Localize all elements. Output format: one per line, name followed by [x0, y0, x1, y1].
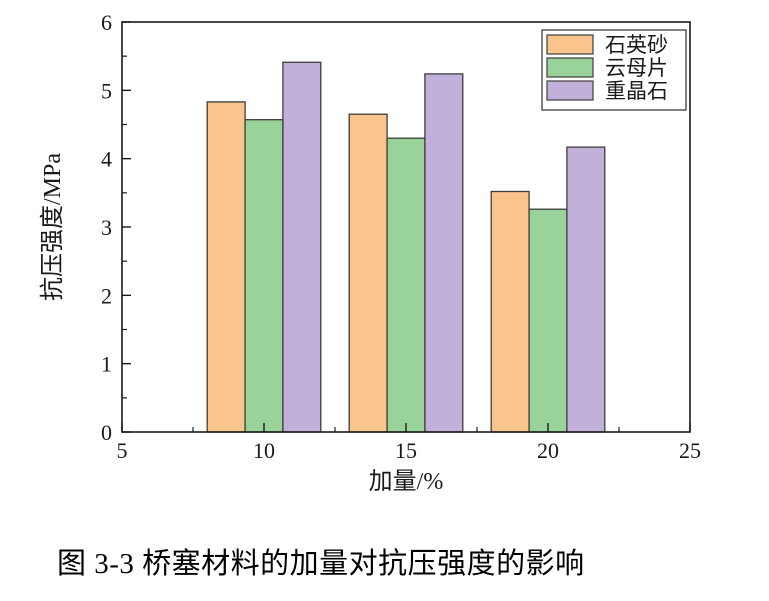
bar-云母片-15 [386, 137, 426, 433]
bar-云母片-20 [528, 208, 568, 433]
bar-石英砂-15 [348, 113, 388, 433]
bar-重晶石-15 [424, 73, 464, 433]
x-tick-label: 25 [679, 438, 701, 463]
bar-重晶石-20 [566, 146, 606, 433]
bar-石英砂-10 [206, 101, 246, 433]
legend-label-重晶石: 重晶石 [605, 79, 668, 103]
y-tick-label: 5 [101, 78, 112, 103]
legend-swatch-云母片 [546, 57, 594, 78]
y-tick-label: 2 [101, 283, 112, 308]
x-tick-label: 15 [395, 438, 417, 463]
legend-label-云母片: 云母片 [605, 56, 668, 80]
x-tick-label: 20 [537, 438, 559, 463]
y-tick-label: 3 [101, 215, 112, 240]
y-tick-label: 6 [101, 10, 112, 35]
y-axis-title: 抗压强度/MPa [39, 153, 66, 301]
x-axis-title: 加量/% [369, 468, 444, 495]
x-tick-label: 10 [253, 438, 275, 463]
legend-swatch-重晶石 [546, 80, 594, 101]
y-tick-label: 0 [101, 420, 112, 445]
x-tick-label: 5 [117, 438, 128, 463]
figure-caption: 图 3-3 桥塞材料的加量对抗压强度的影响 [57, 548, 585, 580]
y-tick-label: 1 [101, 352, 112, 377]
legend-label-石英砂: 石英砂 [605, 33, 668, 57]
bar-石英砂-20 [490, 190, 530, 433]
legend-swatch-石英砂 [546, 34, 594, 55]
bar-云母片-10 [244, 119, 284, 433]
bar-重晶石-10 [282, 61, 322, 433]
y-tick-label: 4 [101, 147, 112, 172]
